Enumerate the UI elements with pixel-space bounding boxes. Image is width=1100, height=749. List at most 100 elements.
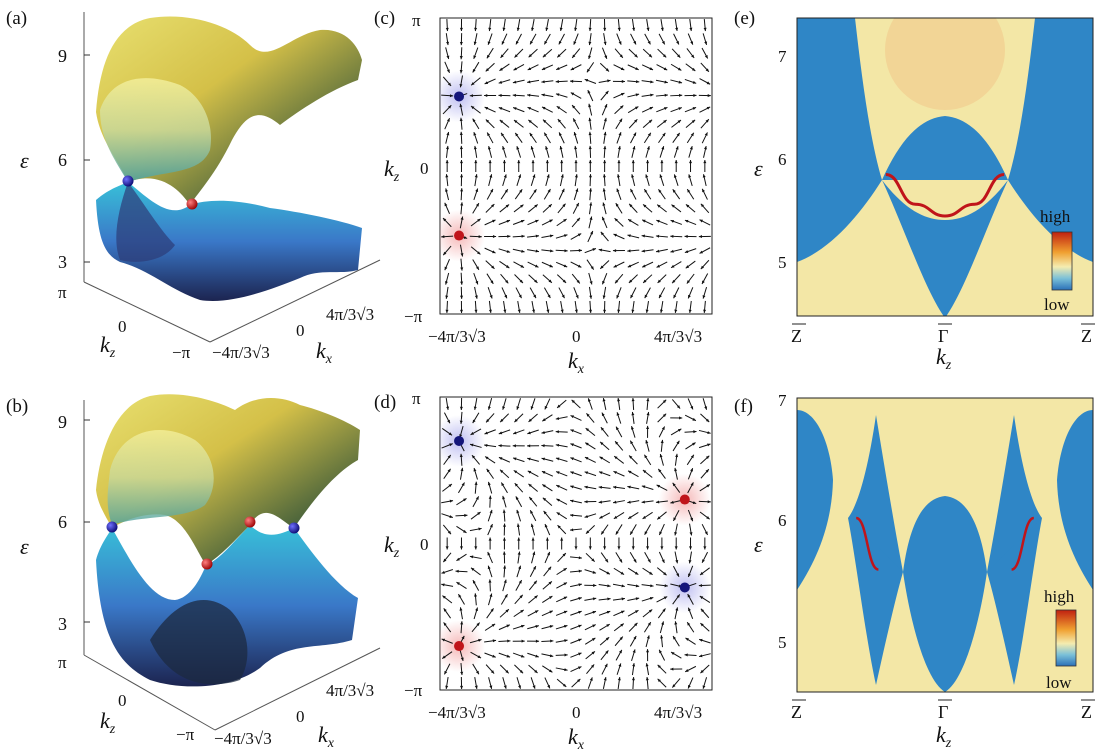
- field-arrowhead: [542, 484, 546, 488]
- field-arrowhead: [460, 295, 464, 299]
- field-arrowhead: [627, 500, 631, 504]
- field-arrowhead: [513, 107, 517, 111]
- field-arrowhead: [445, 145, 449, 150]
- field-arrowhead: [641, 234, 645, 238]
- field-arrowhead: [662, 399, 667, 404]
- field-arrowhead: [563, 610, 568, 614]
- field-arrowhead: [692, 442, 696, 446]
- field-arrowhead: [534, 595, 538, 599]
- panel-b-lower-band-shadow: [150, 600, 248, 685]
- field-arrowhead: [689, 160, 693, 164]
- field-arrowhead: [670, 219, 675, 223]
- field-arrowhead: [474, 27, 478, 32]
- field-arrowhead: [688, 174, 692, 178]
- field-arrowhead: [684, 250, 689, 253]
- field-arrowhead: [513, 470, 518, 474]
- field-arrowhead: [502, 160, 506, 164]
- panel-e-frame: [796, 17, 1094, 317]
- field-arrowhead: [604, 663, 608, 668]
- field-arrowhead: [690, 41, 694, 45]
- field-arrowhead: [443, 218, 447, 222]
- panel-f-colorbar: [1055, 609, 1077, 667]
- field-arrowhead: [459, 309, 464, 313]
- field-arrowhead: [562, 553, 566, 557]
- field-arrowhead: [446, 69, 450, 73]
- field-arrowhead: [598, 248, 603, 252]
- field-arrowhead: [632, 649, 636, 653]
- field-arrowhead: [460, 657, 464, 661]
- panel-f-bulk-right-lower: [987, 518, 1042, 685]
- field-arrowhead: [586, 413, 590, 417]
- field-arrowhead: [662, 413, 667, 417]
- field-arrowhead: [547, 566, 552, 571]
- field-arrowhead: [517, 160, 521, 164]
- field-arrowhead: [605, 558, 609, 563]
- field-arrowhead: [607, 584, 611, 588]
- field-arrowhead: [530, 146, 534, 150]
- weyl-source-positive: [679, 494, 690, 505]
- field-arrowhead: [621, 79, 625, 83]
- panel-f-xtick-z-left: Z: [791, 702, 802, 722]
- field-arrowhead: [578, 624, 582, 628]
- field-arrowhead: [641, 249, 645, 253]
- field-arrowhead: [657, 516, 661, 520]
- field-arrowhead: [459, 546, 463, 550]
- field-arrowhead: [587, 90, 591, 94]
- field-arrowhead: [513, 67, 517, 71]
- field-arrowhead: [448, 484, 452, 488]
- field-arrowhead: [676, 405, 681, 409]
- field-arrowhead: [664, 93, 668, 97]
- field-arrowhead: [649, 107, 654, 110]
- field-arrowhead: [617, 398, 621, 402]
- field-arrowhead: [490, 280, 494, 284]
- field-arrowhead: [663, 107, 668, 110]
- field-arrowhead: [659, 649, 662, 654]
- field-arrowhead: [590, 266, 594, 270]
- field-arrowhead: [460, 267, 464, 271]
- field-arrowhead: [443, 622, 447, 626]
- field-arrowhead: [588, 546, 592, 550]
- field-arrowhead: [675, 146, 679, 150]
- field-arrowhead: [541, 444, 545, 448]
- field-arrowhead: [659, 309, 663, 313]
- field-arrowhead: [617, 309, 621, 313]
- field-arrowhead: [646, 412, 650, 416]
- field-arrowhead: [693, 430, 697, 434]
- field-arrowhead: [577, 233, 582, 237]
- field-arrowhead: [572, 54, 576, 58]
- panel-d-xtick-0: 0: [572, 703, 581, 722]
- field-arrowhead: [475, 496, 479, 500]
- field-arrowhead: [613, 264, 618, 268]
- field-arrowhead: [456, 557, 460, 561]
- field-arrowhead: [447, 454, 451, 459]
- field-arrowhead: [527, 457, 531, 461]
- field-arrowhead: [701, 280, 705, 285]
- field-arrowhead: [706, 106, 711, 110]
- panel-a-weyl-node-negative: [122, 175, 134, 187]
- field-arrowhead: [631, 309, 635, 313]
- field-arrowhead: [555, 443, 560, 447]
- panel-b-weyl-node-negative-1: [106, 521, 118, 533]
- field-arrowhead: [515, 132, 519, 137]
- field-arrowhead: [490, 608, 494, 612]
- panel-b-kx-label: kx: [318, 722, 335, 749]
- field-arrowhead: [684, 653, 688, 657]
- field-arrowhead: [549, 219, 553, 223]
- field-arrowhead: [671, 264, 675, 268]
- field-arrowhead: [645, 677, 649, 681]
- field-arrowhead: [620, 92, 625, 96]
- field-arrowhead: [589, 677, 593, 681]
- field-arrowhead: [630, 426, 634, 430]
- field-arrowhead: [556, 106, 561, 110]
- field-arrowhead: [513, 457, 517, 461]
- field-arrowhead: [593, 583, 597, 587]
- field-arrowhead: [544, 524, 548, 528]
- field-arrowhead: [676, 440, 680, 445]
- field-arrowhead: [491, 265, 495, 269]
- field-arrowhead: [521, 249, 525, 253]
- field-arrowhead: [644, 454, 648, 459]
- field-arrowhead: [578, 556, 582, 560]
- field-arrowhead: [688, 294, 691, 299]
- field-arrowhead: [586, 68, 590, 73]
- field-arrowhead: [613, 500, 617, 504]
